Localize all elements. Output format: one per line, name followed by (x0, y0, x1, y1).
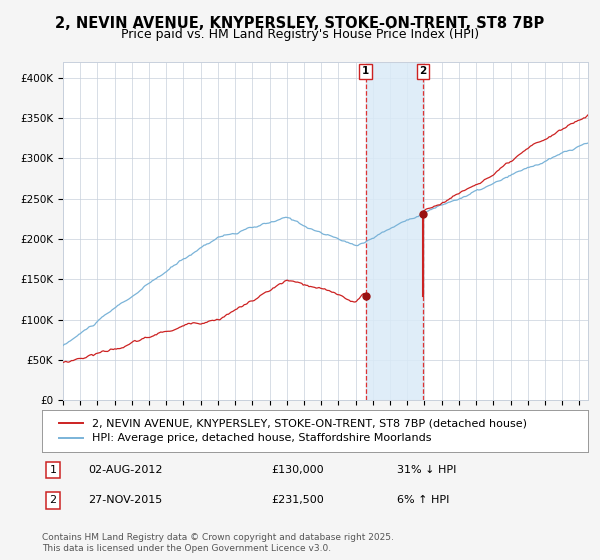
Text: 1: 1 (49, 465, 56, 475)
Text: 2, NEVIN AVENUE, KNYPERSLEY, STOKE-ON-TRENT, ST8 7BP: 2, NEVIN AVENUE, KNYPERSLEY, STOKE-ON-TR… (55, 16, 545, 31)
Text: 6% ↑ HPI: 6% ↑ HPI (397, 496, 449, 506)
Text: 02-AUG-2012: 02-AUG-2012 (88, 465, 163, 475)
Text: 31% ↓ HPI: 31% ↓ HPI (397, 465, 456, 475)
Text: Price paid vs. HM Land Registry's House Price Index (HPI): Price paid vs. HM Land Registry's House … (121, 28, 479, 41)
Text: 27-NOV-2015: 27-NOV-2015 (88, 496, 163, 506)
Text: 1: 1 (362, 66, 369, 76)
Legend: 2, NEVIN AVENUE, KNYPERSLEY, STOKE-ON-TRENT, ST8 7BP (detached house), HPI: Aver: 2, NEVIN AVENUE, KNYPERSLEY, STOKE-ON-TR… (53, 413, 532, 449)
Text: Contains HM Land Registry data © Crown copyright and database right 2025.
This d: Contains HM Land Registry data © Crown c… (42, 533, 394, 553)
Text: 2: 2 (49, 496, 56, 506)
Text: £231,500: £231,500 (271, 496, 324, 506)
Bar (365, 62, 423, 400)
Text: £130,000: £130,000 (271, 465, 324, 475)
Text: 2: 2 (419, 66, 427, 76)
